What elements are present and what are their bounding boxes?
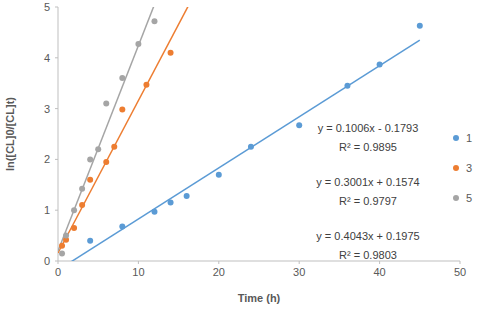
point (216, 172, 222, 178)
trendline-r2: R² = 0.9797 (339, 195, 397, 207)
legend: 1 3 5 (453, 132, 472, 204)
point (71, 225, 77, 231)
legend-label: 1 (466, 132, 472, 144)
point (59, 243, 65, 249)
point (111, 144, 117, 150)
point (119, 75, 125, 81)
point (143, 82, 149, 88)
trendline (58, 7, 163, 251)
point (95, 146, 101, 152)
y-tick (55, 261, 58, 262)
legend-label: 3 (466, 162, 472, 174)
background (0, 0, 490, 313)
trendline-equation: y = 0.3001x + 0.1574 (316, 176, 419, 188)
trendline (58, 7, 195, 253)
x-tick (138, 261, 139, 264)
y-tick-label: 0 (44, 255, 50, 267)
point (87, 177, 93, 183)
point (168, 50, 174, 56)
point (59, 250, 65, 256)
y-tick (55, 108, 58, 109)
point (151, 18, 157, 24)
point (248, 144, 254, 150)
x-tick-label: 40 (373, 266, 385, 278)
x-tick (218, 261, 219, 264)
y-tick (55, 57, 58, 58)
point (377, 61, 383, 67)
x-tick-label: 10 (132, 266, 144, 278)
plot-area (58, 7, 423, 261)
point (103, 159, 109, 165)
y-axis-line (58, 7, 59, 261)
point (79, 202, 85, 208)
y-tick-label: 4 (44, 52, 50, 64)
x-tick (379, 261, 380, 264)
x-tick (460, 261, 461, 264)
point (296, 122, 302, 128)
point (87, 238, 93, 244)
x-tick-label: 30 (293, 266, 305, 278)
legend-marker (453, 195, 459, 201)
x-axis-title: Time (h) (238, 292, 281, 304)
point (168, 200, 174, 206)
point (344, 83, 350, 89)
x-tick (299, 261, 300, 264)
trendline-r2: R² = 0.9895 (339, 141, 397, 153)
trendline-r2: R² = 0.9803 (339, 249, 397, 261)
y-tick-label: 5 (44, 1, 50, 13)
point (87, 156, 93, 162)
trendline-equation: y = 0.4043x + 0.1975 (316, 230, 419, 242)
y-tick (55, 7, 58, 8)
x-tick-label: 50 (454, 266, 466, 278)
x-tick-label: 0 (55, 266, 61, 278)
point (63, 233, 69, 239)
legend-marker (453, 135, 459, 141)
x-tick-label: 20 (213, 266, 225, 278)
y-tick-label: 3 (44, 103, 50, 115)
point (103, 101, 109, 107)
y-tick-label: 2 (44, 153, 50, 165)
point (79, 186, 85, 192)
legend-marker (453, 165, 459, 171)
y-tick-label: 1 (44, 204, 50, 216)
point (417, 23, 423, 29)
y-axis-title: ln([CL]0/[CL]t) (4, 97, 16, 171)
x-axis-line (58, 261, 460, 262)
point (184, 193, 190, 199)
trendline-equation: y = 0.1006x - 0.1793 (318, 122, 419, 134)
y-tick (55, 159, 58, 160)
point (151, 209, 157, 215)
point (135, 41, 141, 47)
y-tick (55, 210, 58, 211)
point (119, 223, 125, 229)
point (71, 207, 77, 213)
legend-label: 5 (466, 192, 472, 204)
point (119, 107, 125, 113)
